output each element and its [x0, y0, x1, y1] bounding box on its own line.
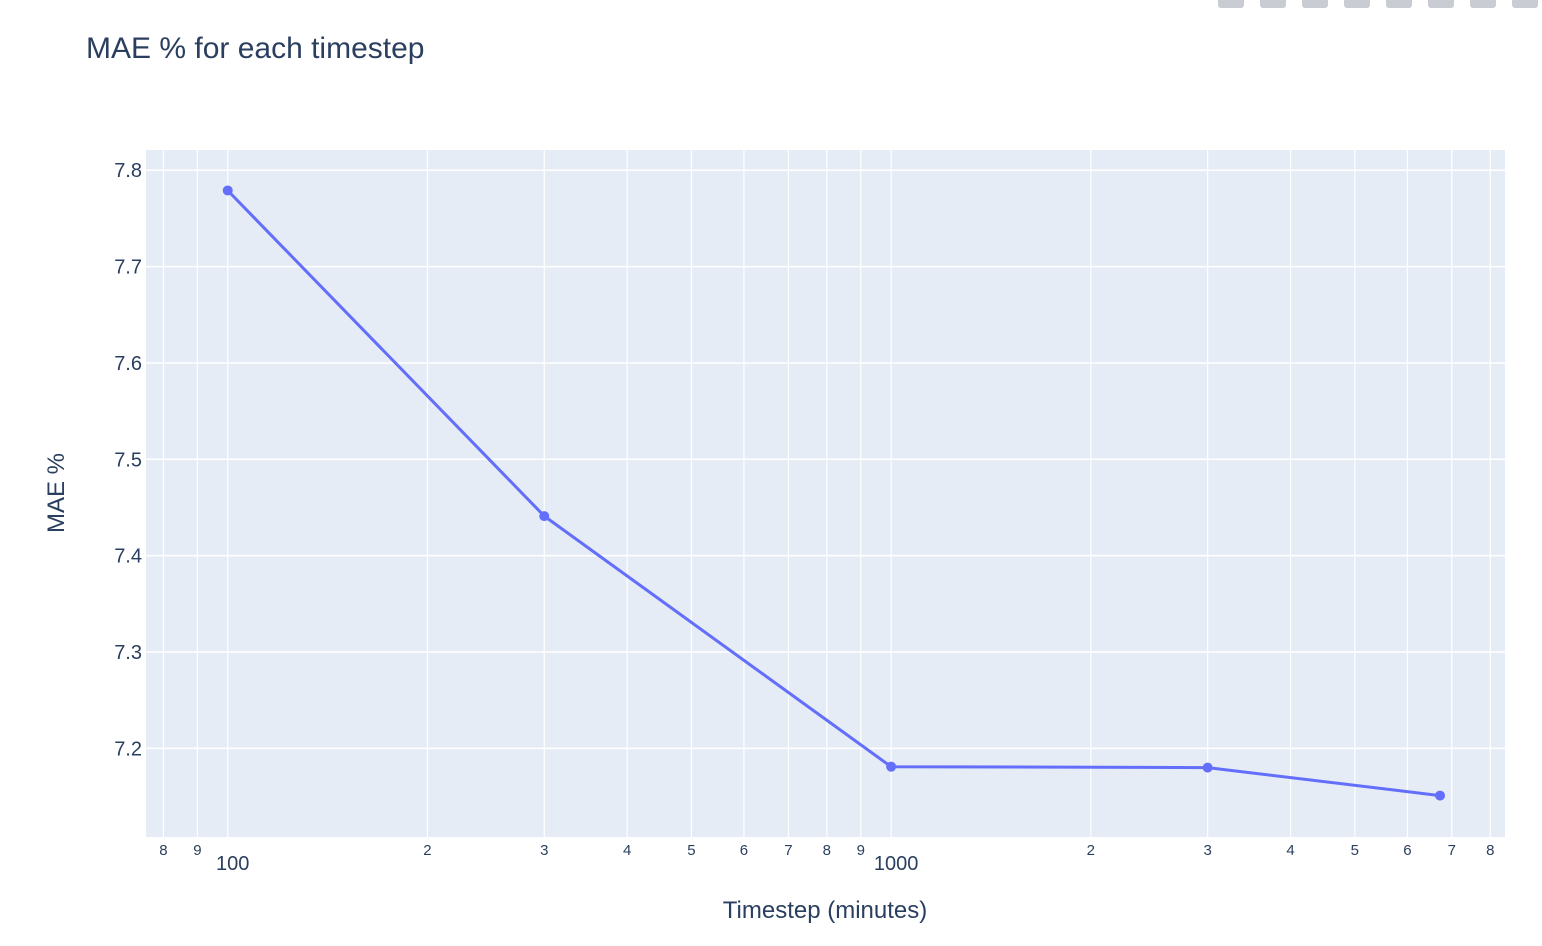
data-point [539, 511, 550, 522]
x-minor-tick-label: 8 [1486, 842, 1494, 859]
series-layer [222, 185, 1446, 801]
data-point [222, 185, 233, 196]
camera-icon[interactable] [1218, 0, 1244, 10]
x-minor-tick-label: 5 [687, 842, 695, 859]
plot-area[interactable] [146, 150, 1505, 837]
x-minor-tick-label: 2 [1087, 842, 1095, 859]
y-tick-label: 7.4 [114, 546, 142, 568]
y-axis-label: MAE % [43, 453, 70, 533]
y-tick-label: 7.3 [114, 642, 142, 664]
y-tick-label: 7.7 [114, 257, 142, 279]
data-point [886, 761, 897, 772]
box-select-icon[interactable] [1344, 0, 1370, 10]
grid-lines [146, 150, 1505, 837]
chart-title: MAE % for each timestep [86, 32, 425, 65]
x-minor-tick-label: 6 [1403, 842, 1411, 859]
x-minor-tick-label: 7 [1448, 842, 1456, 859]
y-tick-label: 7.8 [114, 160, 142, 182]
x-minor-tick-label: 4 [1286, 842, 1294, 859]
y-tick-label: 7.2 [114, 738, 142, 760]
y-tick-label: 7.5 [114, 449, 142, 471]
x-minor-tick-label: 4 [623, 842, 631, 859]
data-point [1435, 790, 1446, 801]
x-minor-tick-label: 8 [159, 842, 167, 859]
x-minor-tick-label: 2 [423, 842, 431, 859]
y-tick-label: 7.6 [114, 353, 142, 375]
x-major-tick-label: 1000 [874, 853, 919, 875]
zoom-in-icon[interactable] [1428, 0, 1454, 10]
x-minor-tick-label: 3 [540, 842, 548, 859]
x-minor-tick-label: 9 [857, 842, 865, 859]
zoom-out-icon[interactable] [1470, 0, 1496, 10]
zoom-icon[interactable] [1260, 0, 1286, 10]
pan-icon[interactable] [1302, 0, 1328, 10]
x-minor-tick-label: 3 [1203, 842, 1211, 859]
x-axis-label: Timestep (minutes) [723, 897, 928, 924]
x-minor-tick-label: 9 [193, 842, 201, 859]
lasso-icon[interactable] [1386, 0, 1412, 10]
x-minor-tick-label: 7 [784, 842, 792, 859]
x-minor-tick-label: 5 [1351, 842, 1359, 859]
x-tick-labels: 8 9 2 3 4 5 6 7 8 9 2 3 4 5 6 7 8 100 1000 [159, 842, 1494, 875]
x-major-tick-label: 100 [216, 853, 249, 875]
autoscale-icon[interactable] [1512, 0, 1538, 10]
data-point [1202, 762, 1213, 773]
x-minor-tick-label: 8 [823, 842, 831, 859]
modebar-toolbar [1218, 0, 1538, 12]
x-minor-tick-label: 6 [740, 842, 748, 859]
y-tick-labels: 7.2 7.3 7.4 7.5 7.6 7.7 7.8 [114, 160, 142, 760]
